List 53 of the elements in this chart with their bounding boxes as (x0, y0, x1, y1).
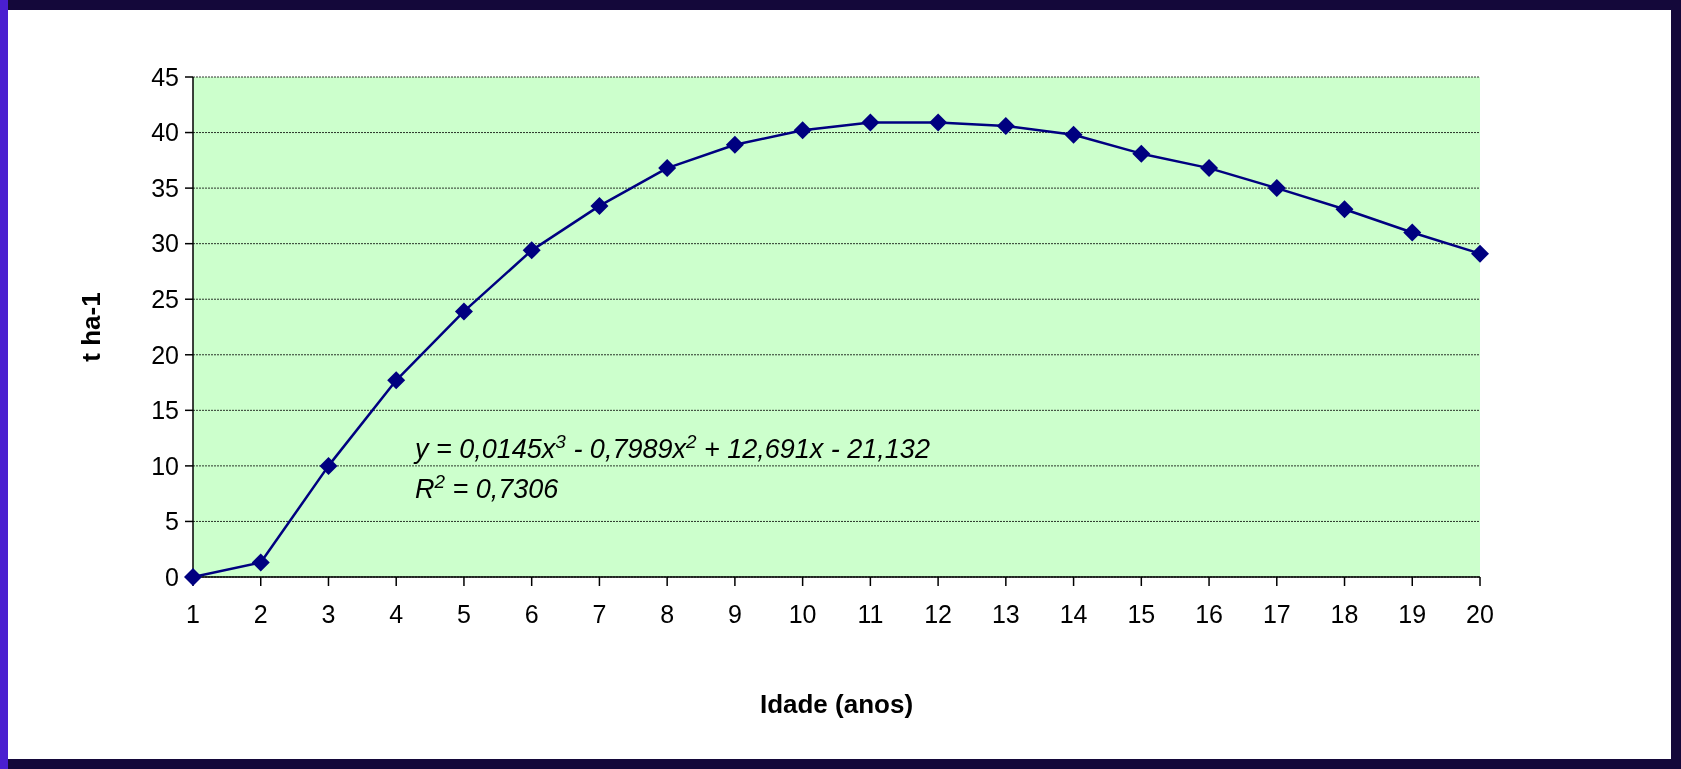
x-tick-label: 20 (1466, 600, 1494, 628)
point (725, 135, 744, 154)
x-tick-label: 2 (253, 600, 268, 628)
y-axis-title: t ha-1 (76, 292, 106, 362)
annotation: y = 0,0145x$^{3}$ - 0,7989x$^{2}$ + 12,691x - 21,132 (413, 430, 930, 464)
x-tick-label: 8 (660, 600, 675, 628)
x-tick-label: 15 (1127, 600, 1156, 628)
point (387, 371, 406, 390)
annotation: R$^{2}$ = 0,7306 (415, 470, 560, 504)
x-tick-label: 12 (924, 600, 953, 628)
point (1267, 179, 1286, 198)
x-tick-label: 16 (1195, 600, 1223, 628)
point (793, 121, 812, 140)
point (251, 553, 270, 572)
x-tick-label: 17 (1262, 600, 1291, 628)
y-tick-label: 0 (165, 562, 179, 591)
x-tick-label: 6 (524, 600, 539, 628)
x-tick-label: 18 (1330, 600, 1359, 628)
y-tick-label: 30 (151, 229, 179, 258)
point (1064, 125, 1083, 144)
point (522, 241, 541, 260)
point (861, 113, 880, 132)
x-tick-label: 11 (857, 600, 884, 628)
x-tick-label: 4 (389, 600, 404, 628)
point (454, 302, 473, 321)
x-tick-label: 9 (727, 600, 742, 628)
y-tick-label: 25 (151, 284, 179, 313)
y-tick-label: 10 (151, 451, 179, 480)
y-tick-label: 40 (151, 118, 179, 147)
x-tick-label: 13 (991, 600, 1020, 628)
point (1132, 144, 1151, 163)
y-tick-label: 15 (151, 396, 179, 425)
point (590, 196, 609, 215)
y-tick-label: 5 (165, 507, 179, 536)
point (1403, 223, 1422, 242)
x-tick-label: 5 (456, 600, 471, 628)
x-tick-label: 3 (321, 600, 336, 628)
x-tick-label: 1 (186, 600, 200, 628)
x-tick-label: 10 (788, 600, 817, 628)
point (1200, 159, 1219, 178)
point (929, 113, 948, 132)
point (1471, 244, 1489, 263)
x-tick-label: 19 (1398, 600, 1427, 628)
x-tick-label: 14 (1059, 600, 1088, 628)
point (319, 456, 338, 475)
x-tick-label: 7 (592, 600, 607, 628)
point (658, 159, 677, 178)
point (1335, 200, 1354, 219)
y-tick-label: 20 (151, 340, 179, 369)
x-axis-title: Idade (anos) (759, 689, 914, 719)
point (996, 116, 1015, 135)
y-tick-label: 45 (151, 62, 179, 91)
y-tick-label: 35 (151, 173, 179, 202)
